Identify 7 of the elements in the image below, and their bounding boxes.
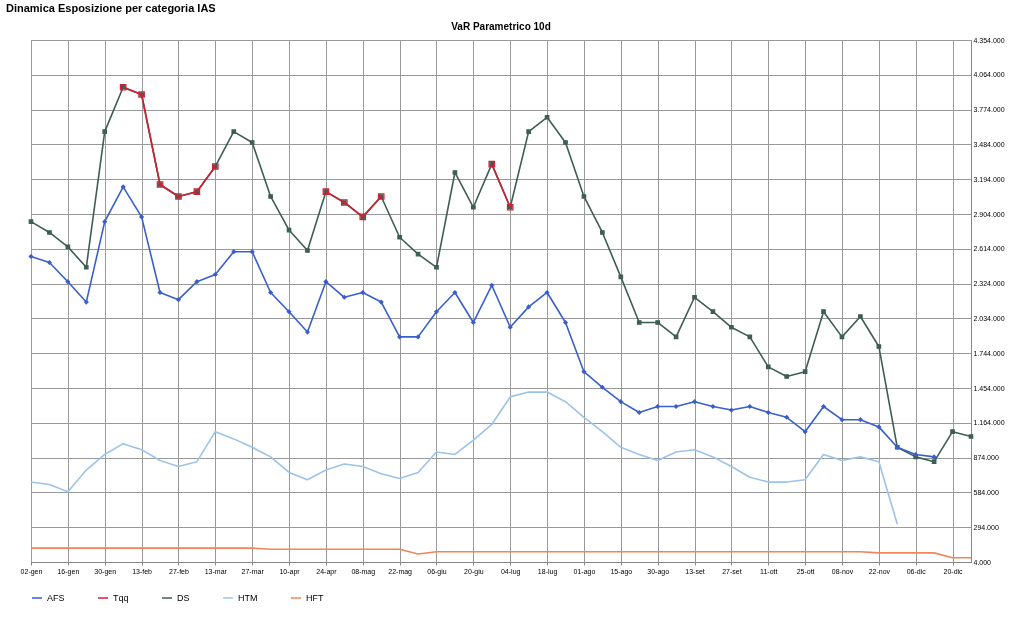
legend-label: DS bbox=[177, 593, 190, 603]
legend-label: AFS bbox=[47, 593, 65, 603]
legend-label: HFT bbox=[306, 593, 324, 603]
chart-title: Dinamica Esposizione per categoria IAS bbox=[5, 1, 217, 16]
legend-label: Tqq bbox=[113, 593, 129, 603]
chart-subtitle: VaR Parametrico 10d bbox=[451, 21, 551, 32]
legend-label: HTM bbox=[238, 593, 258, 603]
